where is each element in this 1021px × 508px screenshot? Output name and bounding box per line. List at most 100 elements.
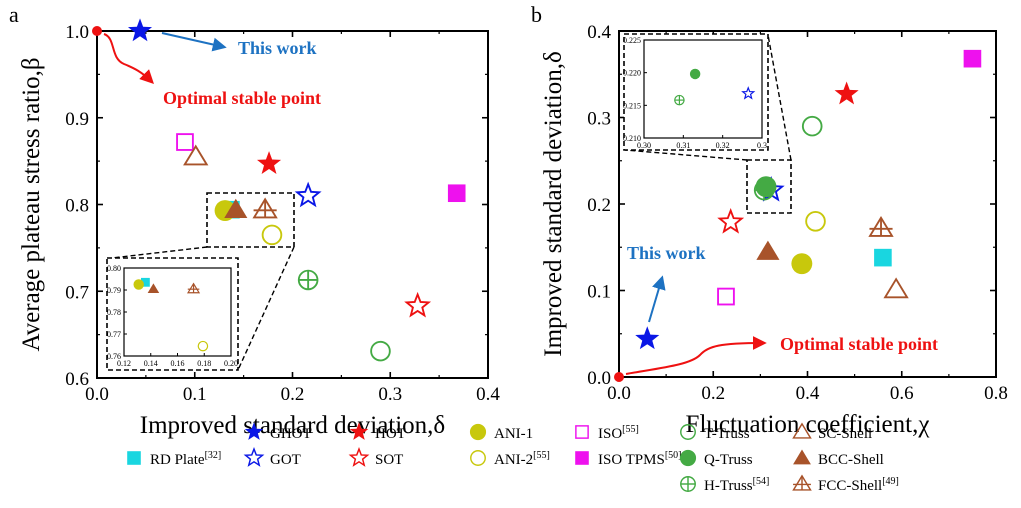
legend-label-ref: [32] (205, 450, 222, 461)
y-axis-label: Improved standard deviation,δ (540, 51, 567, 356)
optimal-point-dot (614, 372, 624, 382)
inset-x-tick-label: 0.3 (757, 141, 767, 150)
marker-ani-2 (261, 224, 283, 246)
legend-label-text: ANI-2 (494, 452, 533, 468)
inset-y-tick-label: 0.220 (623, 69, 641, 78)
y-tick-label: 1.0 (65, 22, 89, 43)
y-tick-label: 0.9 (65, 109, 89, 130)
y-tick-label: 0.2 (587, 195, 611, 216)
legend-label-text: RD Plate (150, 452, 205, 468)
inset-x-tick-label: 0.30 (637, 141, 651, 150)
legend-label: ANI-2[55] (494, 450, 550, 468)
inset-x-tick-label: 0.20 (224, 359, 238, 368)
marker-bcc-shell (224, 198, 248, 218)
inset-marker-fcc-shell (186, 282, 201, 294)
legend-label-text: ISO (598, 426, 622, 442)
marker-sot (404, 291, 432, 318)
marker-h-truss (753, 179, 775, 201)
legend-label: GOT (270, 452, 301, 468)
y-tick-label: 0.1 (587, 282, 611, 303)
this-work-arrow (161, 32, 227, 52)
legend-marker-got (243, 447, 265, 467)
marker-hot (834, 81, 859, 105)
legend-label-text: H-Truss (704, 478, 753, 494)
marker-sot (717, 208, 745, 234)
legend-label-text: ANI-1 (494, 426, 533, 442)
marker-iso-tpms (963, 49, 982, 68)
optimal-label: Optimal stable point (780, 334, 938, 354)
legend-label-text: SC-Shell (818, 426, 872, 442)
inset-x-tick-label: 0.18 (197, 359, 211, 368)
legend-label: T-Truss (704, 426, 750, 442)
legend-marker-ghot (244, 422, 264, 440)
panel-b: 0.0 0.2 0.4 0.6 0.80.00.10.20.30.4Fluctuatio… (531, 2, 1008, 438)
x-axis-label: Improved standard deviation,δ (140, 412, 445, 439)
inset-y-tick-label: 0.80 (107, 264, 121, 273)
inset-marker-q-truss (689, 68, 701, 80)
legend-label: SOT (375, 452, 403, 468)
legend-label-ref: [54] (753, 476, 770, 487)
inset-marker-h-truss (674, 94, 685, 106)
legend-marker-sot (348, 447, 370, 467)
x-tick-label: 0.2 (701, 383, 725, 404)
x-tick-label: 0.4 (476, 384, 500, 405)
x-tick-label: 0.3 (378, 384, 402, 405)
legend-label-text: HOT (375, 426, 406, 442)
legend-label-ref: [49] (882, 476, 899, 487)
marker-bcc-shell (756, 240, 780, 260)
panel-label: a (9, 2, 19, 27)
legend-label-text: ISO TPMS (598, 452, 665, 468)
y-tick-label: 0.8 (65, 196, 89, 217)
legend-label-ref: [55] (533, 450, 550, 461)
inset-marker-ani-1 (133, 279, 144, 290)
marker-hot (257, 151, 282, 174)
legend: RD Plate[32]GHOTGOTHOTSOTANI-1ANI-2[55]I… (127, 422, 899, 494)
marker-fcc-shell (252, 197, 278, 219)
legend-marker-fcc-shell (792, 474, 812, 491)
marker-sc-shell (183, 144, 209, 166)
zoom-box (206, 192, 295, 248)
legend-label: ISO TPMS[50] (598, 450, 682, 468)
marker-ani-1 (791, 253, 813, 275)
y-tick-label: 0.7 (65, 282, 89, 303)
marker-rd-plate (874, 248, 892, 267)
marker-fcc-shell (868, 215, 894, 237)
legend-label-text: FCC-Shell (818, 478, 882, 494)
inset-y-tick-label: 0.77 (107, 330, 121, 339)
inset-x-tick-label: 0.14 (144, 359, 158, 368)
legend-label-ref: [55] (622, 424, 639, 435)
this-work-label: This work (238, 38, 317, 58)
legend-label-text: T-Truss (704, 426, 750, 442)
zoom-connector (624, 149, 748, 161)
legend-marker-iso-tpms (575, 451, 589, 465)
legend-marker-hot (349, 422, 369, 440)
legend-label: ISO[55] (598, 424, 639, 442)
legend-label: FCC-Shell[49] (818, 476, 899, 494)
inset-x-tick-label: 0.12 (117, 359, 131, 368)
legend-label-ref: [50] (665, 450, 682, 461)
y-axis-label: Average plateau stress ratio,β (18, 57, 45, 351)
legend-label: RD Plate[32] (150, 450, 221, 468)
legend-label: H-Truss[54] (704, 476, 769, 494)
inset-marker-rd-plate (141, 277, 150, 287)
inset-x-tick-label: 0.31 (676, 141, 690, 150)
inset-marker-ani-2 (197, 340, 209, 352)
legend-label: ANI-1 (494, 426, 533, 442)
optimal-arrow (103, 33, 154, 84)
marker-ani-2 (805, 211, 826, 232)
legend-marker-ani-1 (469, 423, 487, 441)
marker-t-truss (370, 340, 391, 362)
x-tick-label: 0.0 (607, 383, 631, 404)
marker-h-truss (297, 269, 319, 291)
marker-iso (176, 133, 194, 151)
inset-frame (643, 39, 763, 139)
marker-iso-tpms (447, 184, 466, 203)
legend-marker-t-truss (680, 424, 696, 440)
legend-marker-h-truss (680, 476, 696, 492)
inset-marker-bcc-shell (147, 283, 160, 294)
legend-marker-ani-2 (470, 450, 486, 466)
panel-a: 0.0 0.1 0.2 0.3 0.4 0.6 0.7 0.8 0.9 1.0 Improved s… (9, 2, 500, 439)
zoom-connector (237, 246, 295, 371)
inset-x-tick-label: 0.16 (171, 359, 185, 368)
